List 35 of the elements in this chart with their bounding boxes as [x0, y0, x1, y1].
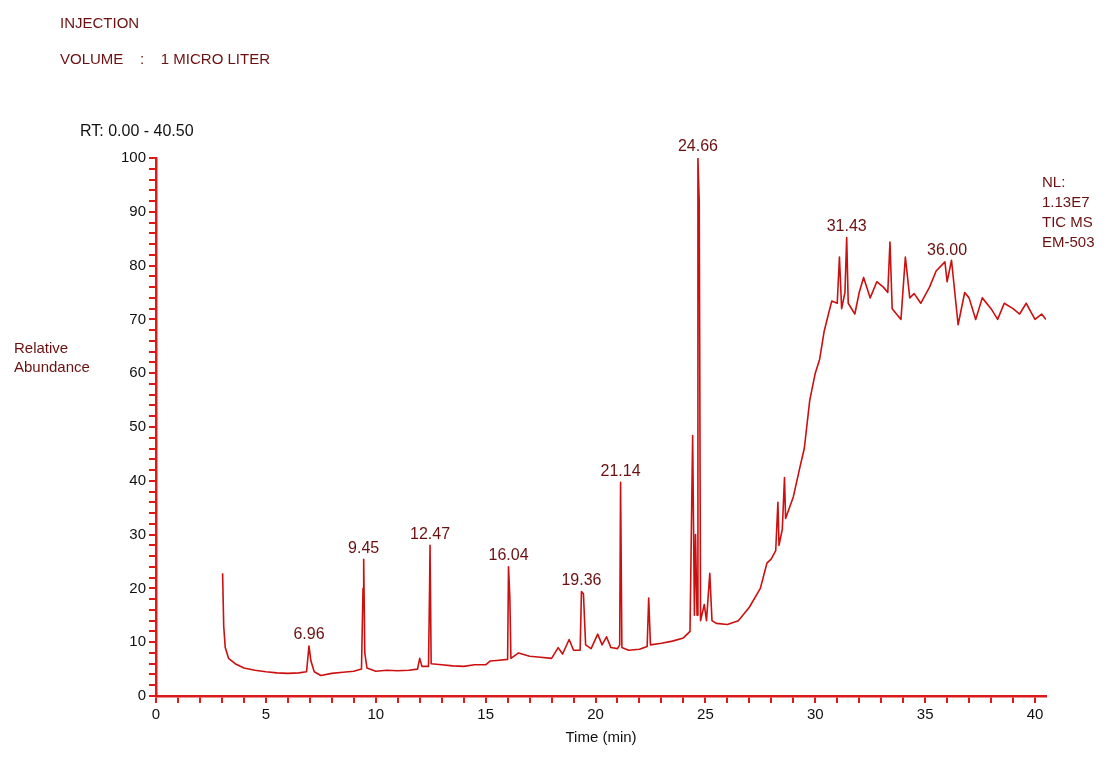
y-tick-label: 60: [129, 363, 147, 381]
annotation: 19.36: [561, 571, 602, 589]
y-tick-label: 20: [129, 578, 147, 596]
annotation: 16.04: [488, 546, 529, 564]
annotation: 12.47: [410, 524, 451, 542]
y-axis-title: Relative Abundance: [14, 338, 91, 376]
x-tick-label: 20: [587, 705, 604, 723]
x-tick-label: 10: [367, 705, 385, 723]
annotation: 6.96: [293, 625, 325, 643]
x-tick-label: 5: [261, 705, 271, 723]
annotation: 36.00: [927, 241, 968, 259]
chart-title: INJECTION: [60, 14, 140, 31]
x-tick-label: 15: [477, 705, 494, 723]
x-tick-label: 25: [697, 705, 714, 723]
y-tick-label: 0: [137, 686, 147, 704]
y-tick-label: 30: [129, 524, 147, 542]
x-tick-label: 30: [806, 705, 824, 723]
annotation: 21.14: [600, 461, 641, 479]
annotation: 24.66: [677, 137, 719, 155]
x-tick-label: 0: [151, 705, 161, 723]
y-tick-label: 50: [129, 417, 147, 435]
annotation: 9.45: [348, 538, 380, 556]
annotation: 31.43: [826, 217, 867, 235]
x-tick-label: 40: [1026, 705, 1044, 723]
annotation: NL: 1.13E7 TIC MS EM-503: [1042, 172, 1096, 252]
x-tick-label: 35: [916, 705, 934, 723]
chart-subtitle: VOLUME : 1 MICRO LITER: [60, 50, 271, 67]
y-tick-label: 40: [129, 470, 147, 488]
y-tick-label: 90: [129, 201, 147, 219]
y-tick-label: 80: [129, 255, 147, 273]
y-tick-label: 100: [121, 148, 147, 166]
y-tick-label: 70: [129, 309, 147, 327]
y-tick-label: 10: [129, 632, 147, 650]
text: RT: 0.00 - 40.50: [80, 122, 194, 140]
x-axis-title: Time (min): [565, 728, 637, 746]
